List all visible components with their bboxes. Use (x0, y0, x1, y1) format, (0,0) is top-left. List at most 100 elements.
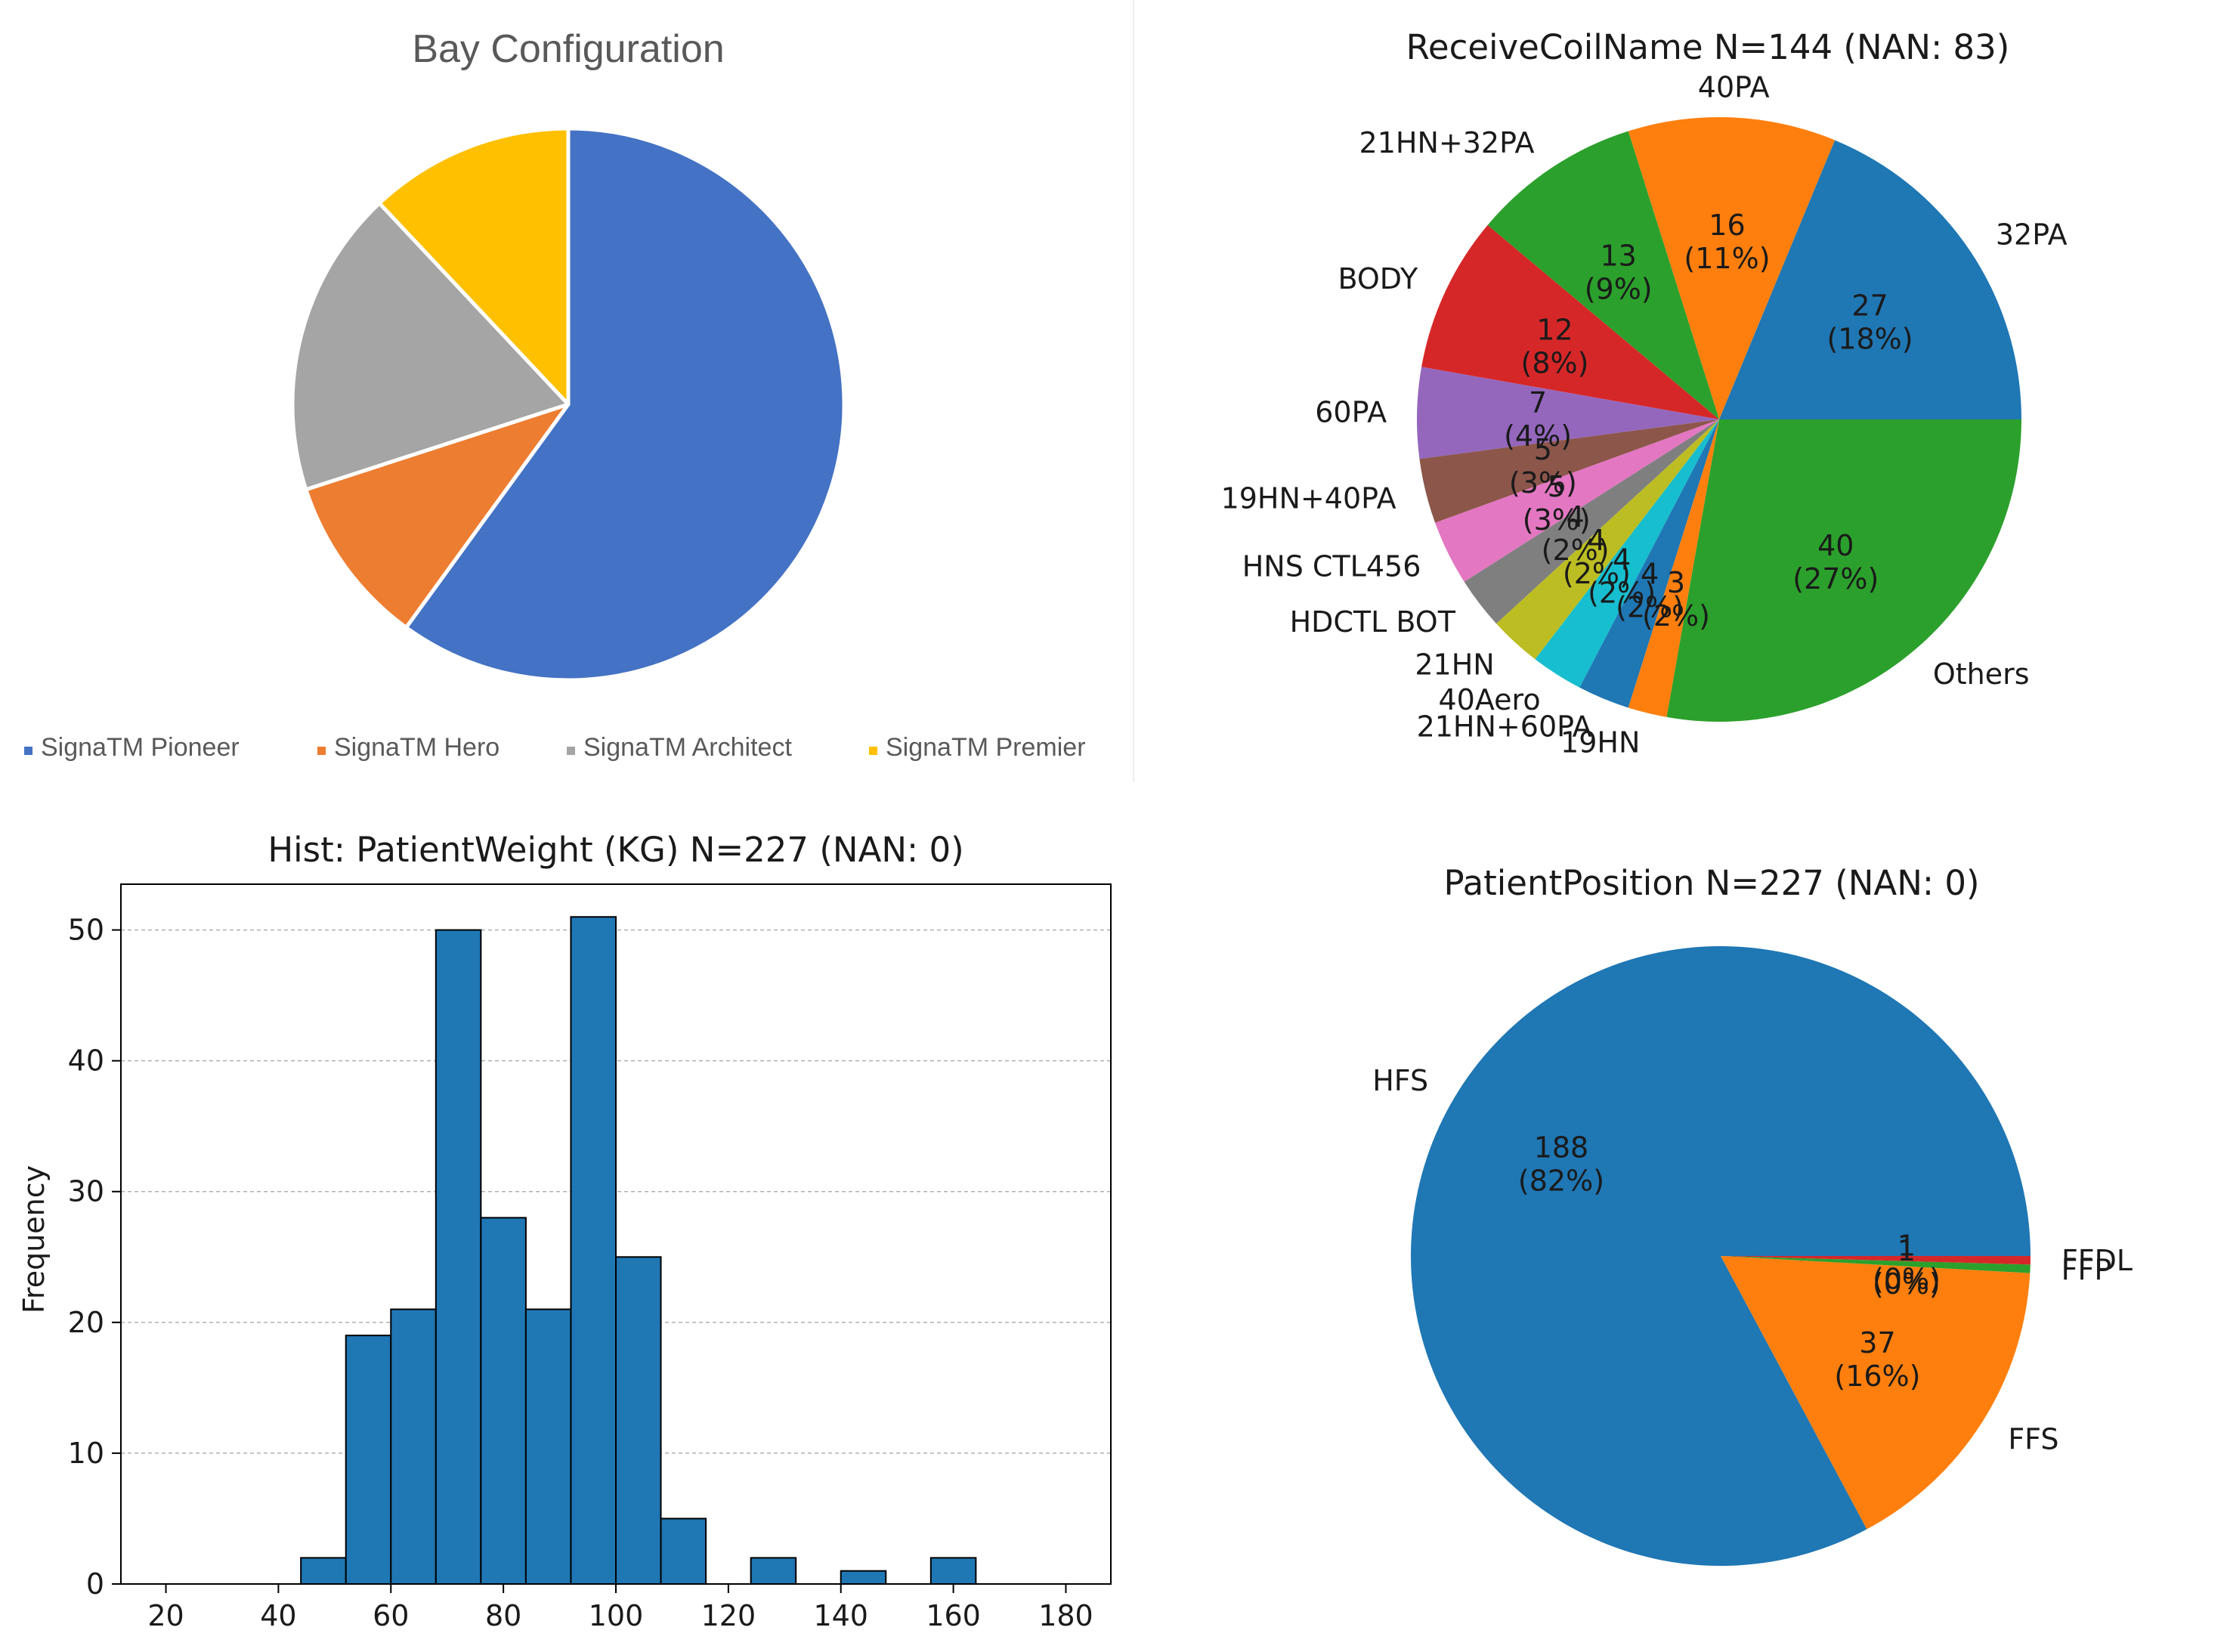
histogram-bar (524, 1308, 572, 1585)
legend-entry-signatm-hero: SignaTM Hero (334, 733, 500, 762)
legend-entry-signatm-premier: SignaTM Premier (886, 733, 1086, 762)
x-tick-label: 140 (813, 1599, 868, 1632)
histogram-bar (929, 1557, 977, 1585)
position-chart-title: PatientPosition N=227 (NAN: 0) (1443, 863, 1979, 903)
histogram-bar (840, 1570, 887, 1585)
position-slices (1410, 946, 2031, 1566)
slice-label-21hn-32pa: 21HN+32PA (1359, 126, 1535, 159)
pie-slice-60pa (1416, 367, 1719, 459)
legend-swatch-signatm-hero (317, 747, 326, 755)
bay-slices (290, 126, 846, 682)
bay-legend: SignaTM Pioneer SignaTM Hero SignaTM Archi… (24, 733, 1086, 762)
slice-label-body: BODY (1338, 262, 1418, 295)
position-chart: PatientPosition N=227 (NAN: 0) HFS 188(82… (1372, 863, 2133, 1566)
slice-value-19hn: 3 (1667, 566, 1685, 599)
slice-label-hfs: HFS (1372, 1064, 1428, 1097)
coil-chart-title: ReceiveCoilName N=144 (NAN: 83) (1406, 27, 2010, 67)
pie-slice-ffp (1721, 1256, 2031, 1273)
slice-value-hfs: 188 (1534, 1131, 1589, 1165)
pie-slice-hns-ctl456 (1435, 419, 1719, 582)
slice-percent-60pa: (4%) (1504, 419, 1572, 453)
slice-value-60pa: 7 (1529, 386, 1547, 419)
y-tick-label: 30 (68, 1175, 104, 1208)
histogram-bars (300, 916, 977, 1585)
slice-percent-40pa: (11%) (1684, 242, 1770, 275)
x-tick-label: 80 (485, 1599, 521, 1632)
slice-percent-hns-ctl456: (3%) (1523, 503, 1591, 537)
slice-percent-40aero: (2%) (1588, 576, 1656, 609)
x-tick-label: 20 (147, 1599, 184, 1632)
pie-slice-19hn-40pa (1419, 419, 1719, 523)
slice-label-ffdl: FFDL (2061, 1244, 2133, 1277)
pie-slice-21hn-32pa (1487, 131, 1719, 419)
pie-slice-signatm-architect (290, 201, 571, 492)
bay-chart: Bay Configuration SignaTM Pioneer SignaTM… (24, 27, 1086, 762)
slice-percent-ffs: (16%) (1834, 1360, 1920, 1393)
histogram-title: Hist: PatientWeight (KG) N=227 (NAN: 0) (268, 830, 963, 870)
slice-label-others: Others (1933, 657, 2030, 691)
pie-slice-32pa (1719, 140, 2021, 419)
pie-slice-21hn-60pa (1579, 419, 1719, 708)
pie-slice-hdctl-bot (1464, 419, 1719, 624)
pie-slice-signatm-premier (377, 126, 571, 407)
slice-value-hdctl-bot: 4 (1567, 500, 1585, 534)
slice-percent-21hn-60pa: (2%) (1616, 591, 1684, 624)
legend-swatch-signatm-pioneer (24, 747, 32, 755)
slice-label-19hn-40pa: 19HN+40PA (1221, 482, 1396, 515)
legend-swatch-signatm-architect (567, 747, 575, 755)
weight-histogram: Hist: PatientWeight (KG) N=227 (NAN: 0) … (17, 830, 1112, 1632)
y-tick-label: 50 (68, 914, 104, 947)
histogram-bar (750, 1557, 797, 1585)
slice-percent-hfs: (82%) (1518, 1165, 1604, 1198)
slice-percent-19hn: (2%) (1642, 599, 1710, 633)
slice-value-21hn: 4 (1588, 524, 1606, 557)
histogram-gridlines (121, 929, 1111, 1454)
slice-label-hns-ctl456: HNS CTL456 (1242, 550, 1421, 583)
slice-label-ffp: FFP (2061, 1254, 2112, 1287)
slice-label-60pa: 60PA (1315, 395, 1387, 428)
slice-value-ffdl: 1 (1898, 1229, 1916, 1262)
pie-slice-ffs (1721, 1256, 2031, 1530)
slice-value-32pa: 27 (1851, 289, 1888, 323)
histogram-bar (435, 929, 482, 1585)
slice-label-40pa: 40PA (1698, 70, 1770, 104)
slice-value-21hn-60pa: 4 (1641, 558, 1659, 591)
pie-slice-signatm-hero (304, 402, 571, 630)
histogram-y-ticks: 0 10 20 30 40 50 (68, 914, 121, 1601)
coil-slices (1416, 116, 2021, 722)
y-tick-label: 40 (68, 1044, 104, 1078)
x-tick-label: 120 (701, 1599, 756, 1632)
histogram-bar (300, 1557, 347, 1585)
slice-value-ffp: 1 (1898, 1234, 1916, 1267)
slice-percent-21hn-32pa: (9%) (1585, 272, 1653, 305)
x-tick-label: 180 (1038, 1599, 1093, 1632)
pie-slice-body (1421, 224, 1719, 419)
slice-value-hns-ctl456: 5 (1548, 470, 1566, 503)
slice-value-21hn-32pa: 13 (1600, 239, 1636, 272)
histogram-bar (615, 1256, 662, 1585)
pie-slice-19hn (1628, 419, 1719, 717)
coil-chart: ReceiveCoilName N=144 (NAN: 83) 32PA27(1… (1221, 27, 2068, 759)
slice-label-19hn: 19HN (1560, 725, 1640, 759)
slice-value-ffs: 37 (1859, 1326, 1895, 1360)
pie-slice-40aero (1535, 419, 1719, 688)
pie-slice-40pa (1628, 116, 1836, 419)
slice-percent-ffp: (0%) (1873, 1267, 1941, 1301)
pie-slice-signatm-pioneer (404, 126, 846, 682)
slice-value-body: 12 (1536, 314, 1573, 347)
pie-slice-21hn (1496, 419, 1719, 660)
x-tick-label: 100 (589, 1599, 644, 1632)
y-tick-label: 10 (68, 1437, 104, 1470)
slice-percent-21hn: (2%) (1563, 557, 1631, 590)
slice-percent-32pa: (18%) (1826, 323, 1913, 356)
x-tick-label: 60 (373, 1599, 409, 1632)
y-tick-label: 0 (86, 1567, 104, 1601)
y-tick-label: 20 (68, 1306, 104, 1339)
slice-label-ffs: FFS (2008, 1422, 2058, 1456)
histogram-y-axis-label: Frequency (17, 1165, 51, 1313)
slice-label-32pa: 32PA (1996, 218, 2068, 252)
slice-label-40aero: 40Aero (1438, 683, 1540, 716)
bay-chart-title: Bay Configuration (412, 27, 724, 71)
slice-percent-ffdl: (0%) (1873, 1262, 1941, 1295)
